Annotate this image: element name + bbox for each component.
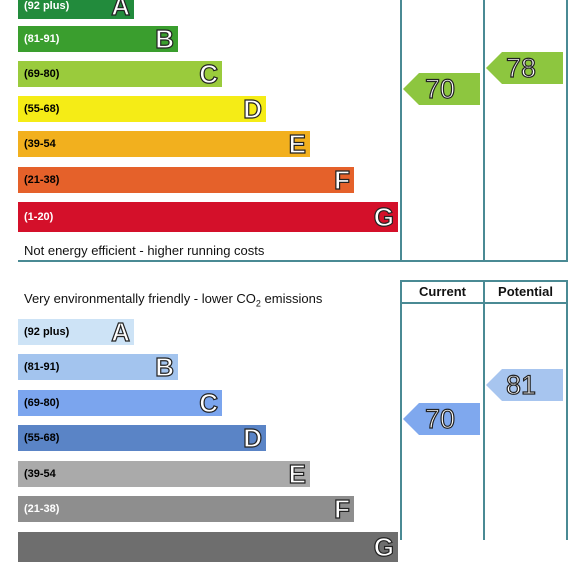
env-band-letter: E [288, 459, 307, 489]
env-potential-rating: 81 [486, 369, 563, 401]
energy-band-letter: D [243, 94, 263, 124]
env-header-caption: Very environmentally friendly - lower CO… [24, 291, 322, 309]
env-band-e: (39-54 E [18, 459, 310, 489]
energy-footer-caption: Not energy efficient - higher running co… [24, 243, 265, 258]
energy-band-letter: F [334, 165, 351, 195]
energy-current-value: 70 [424, 73, 456, 104]
env-divider-mid [483, 280, 485, 540]
energy-band-b: (81-91) B [18, 24, 178, 54]
env-band-d: (55-68) D [18, 423, 266, 453]
env-band-letter: G [373, 532, 394, 562]
energy-current-rating: 70 [403, 73, 480, 105]
energy-band-range: (92 plus) [24, 0, 70, 12]
env-band-g: G [18, 532, 398, 562]
env-col-current: Current [419, 284, 466, 299]
energy-potential-value: 78 [505, 52, 537, 83]
env-header-subscript: 2 [255, 298, 261, 309]
energy-band-a: (92 plus) A [18, 0, 134, 21]
env-col-potential: Potential [498, 284, 553, 299]
energy-band-range: (1-20) [24, 211, 54, 223]
energy-band-letter: A [111, 0, 131, 21]
energy-band-range: (81-91) [24, 33, 60, 45]
divider-right-edge [566, 0, 568, 262]
energy-band-e: (39-54 E [18, 129, 310, 159]
env-band-letter: A [111, 317, 131, 347]
energy-band-d: (55-68) D [18, 94, 266, 124]
energy-band-range: (69-80) [24, 68, 60, 80]
env-band-letter: C [199, 388, 219, 418]
energy-current-arrow-icon [403, 73, 480, 105]
energy-band-letter: C [199, 59, 219, 89]
env-band-range: (69-80) [24, 397, 60, 409]
env-band-letter: D [243, 423, 263, 453]
energy-bottom-rule [18, 260, 568, 262]
env-header-text: Very environmentally friendly - lower CO [24, 291, 256, 306]
env-band-range: (39-54 [24, 468, 56, 480]
env-band-letter: F [334, 494, 351, 524]
energy-band-letter: B [155, 24, 175, 54]
env-band-a: (92 plus) A [18, 317, 134, 347]
env-header-text-end: emissions [260, 291, 323, 306]
env-potential-arrow-icon [486, 369, 563, 401]
env-band-range: (21-38) [24, 503, 60, 515]
env-band-b: (81-91) B [18, 352, 178, 382]
energy-band-f: (21-38) F [18, 165, 354, 195]
env-divider-right [566, 280, 568, 540]
energy-band-range: (21-38) [24, 174, 60, 186]
env-potential-value: 81 [505, 369, 537, 400]
energy-potential-arrow-icon [486, 52, 563, 84]
divider-current-potential [483, 0, 485, 262]
env-band-range: (81-91) [24, 361, 60, 373]
energy-band-letter: E [288, 129, 307, 159]
energy-band-range: (55-68) [24, 103, 60, 115]
energy-band-range: (39-54 [24, 138, 56, 150]
env-band-c: (69-80) C [18, 388, 222, 418]
env-current-arrow-icon [403, 403, 480, 435]
env-divider-left [400, 280, 402, 540]
energy-band-g: (1-20) G [18, 202, 398, 232]
env-band-range: (55-68) [24, 432, 60, 444]
energy-band-letter: G [373, 202, 394, 232]
env-current-value: 70 [424, 403, 456, 434]
energy-potential-rating: 78 [486, 52, 563, 84]
env-band-range: (92 plus) [24, 326, 70, 338]
env-band-letter: B [155, 352, 175, 382]
env-current-rating: 70 [403, 403, 480, 435]
divider-left-current [400, 0, 402, 262]
env-band-f: (21-38) F [18, 494, 354, 524]
energy-band-c: (69-80) C [18, 59, 222, 89]
